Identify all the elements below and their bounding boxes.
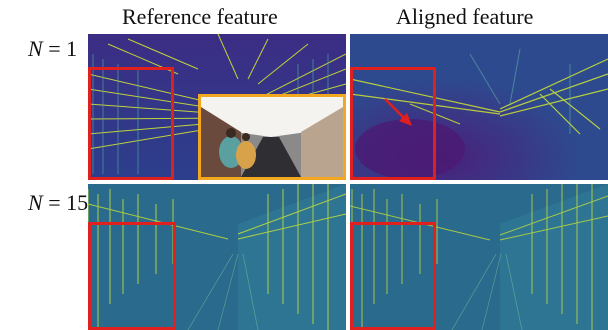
street-scene-thumbnail xyxy=(201,97,343,177)
row-label-n1: N = 1 xyxy=(28,36,77,62)
aligned-feature-n15-panel xyxy=(350,184,608,330)
red-arrow-icon xyxy=(384,98,412,126)
column-title-reference: Reference feature xyxy=(122,4,278,29)
aligned-feature-n15-map xyxy=(350,184,608,330)
aligned-n15-zoom-box xyxy=(350,222,436,330)
row-label-n15-var: N xyxy=(28,190,43,215)
aligned-n1-zoom-box xyxy=(350,67,436,180)
row-label-n1-eq: = 1 xyxy=(42,36,78,61)
column-title-aligned: Aligned feature xyxy=(396,4,534,29)
row-label-n1-var: N xyxy=(28,36,43,61)
aligned-feature-n1-panel xyxy=(350,34,608,180)
row-label-n15-eq: = 15 xyxy=(42,190,89,215)
reference-feature-n15-map xyxy=(88,184,346,330)
reference-feature-n15-panel xyxy=(88,184,346,330)
reference-n1-zoom-box xyxy=(88,67,174,180)
row-label-n15: N = 15 xyxy=(28,190,88,216)
reference-feature-n1-panel xyxy=(88,34,346,180)
input-image-inset xyxy=(198,94,346,180)
reference-n15-zoom-box xyxy=(88,222,176,330)
